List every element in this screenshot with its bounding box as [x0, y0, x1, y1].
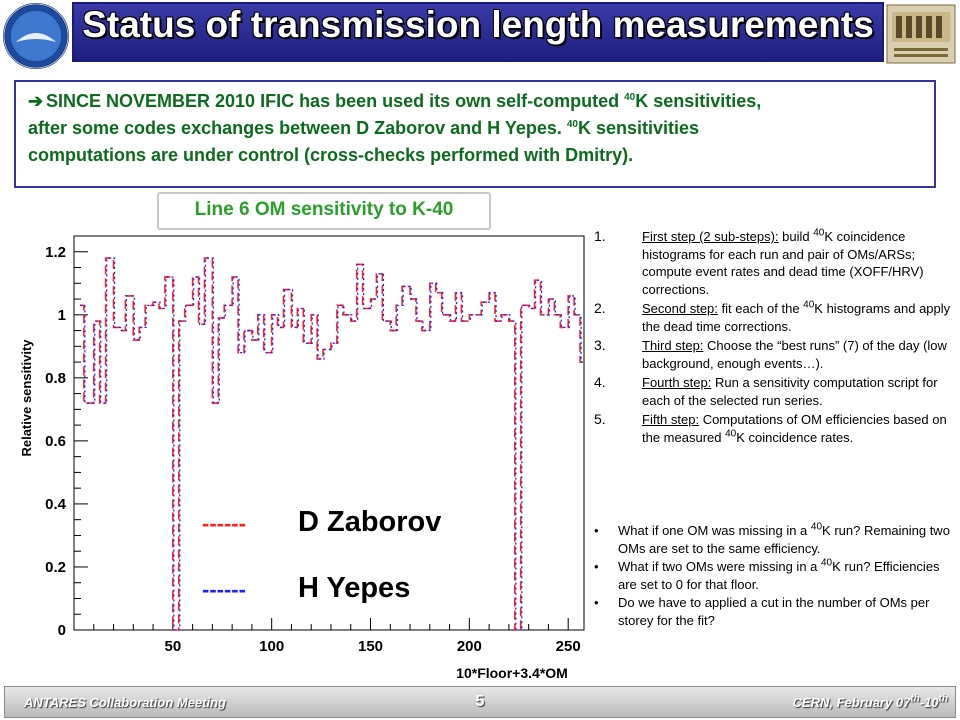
series-line-d-zaborov	[79, 257, 584, 631]
step-sup: 40	[813, 227, 825, 239]
step-item: 2. Second step: fit each of the 40K histo…	[594, 300, 956, 335]
x-axis-label: 10*Floor+3.4*OM	[456, 665, 568, 681]
legend-marker: ------	[202, 511, 246, 536]
intro-line2-b: K sensitivities	[577, 118, 700, 138]
step-item: 3. Third step: Choose the “best runs” (7)…	[594, 337, 956, 372]
footer-date-a: CERN, February 07	[792, 695, 911, 710]
step-number: 5.	[594, 411, 606, 427]
intro-box	[14, 80, 936, 188]
bullet-dot-icon: •	[594, 523, 599, 538]
step-item: 5. Fifth step: Computations of OM efficie…	[594, 411, 956, 446]
step-item: 1. First step (2 sub-steps): build 40K co…	[594, 228, 956, 298]
step-text: Fifth step: Computations of OM efficienc…	[642, 411, 956, 446]
y-tick-label: 0.8	[45, 370, 66, 387]
step-text: Third step: Choose the “best runs” (7) o…	[642, 337, 956, 372]
intro-line1-a: SINCE NOVEMBER 2010 IFIC has been used i…	[46, 91, 625, 111]
step-heading: Fourth step:	[642, 375, 712, 390]
legend-marker: ------	[202, 577, 246, 602]
question-b: K run? Remaining two OMs are set to the …	[618, 523, 950, 556]
step-heading: First step (2 sub-steps):	[642, 229, 779, 244]
antares-logo	[3, 3, 69, 69]
footer-bar	[4, 686, 956, 718]
arrow-bullet-icon: ➔	[28, 91, 44, 111]
step-number: 1.	[594, 228, 606, 244]
intro-line3: computations are under control (cross-ch…	[28, 145, 634, 165]
chart-title: Line 6 OM sensitivity to K-40	[194, 199, 454, 220]
footer-location-date: CERN, February 07th-10th	[700, 693, 948, 710]
intro-sup-40b: 40	[566, 119, 578, 130]
question-text: What if two OMs were missing in a 40K ru…	[618, 558, 956, 593]
question-text: Do we have to applied a cut in the numbe…	[618, 594, 956, 629]
question-a: What if two OMs were missing in a	[618, 559, 821, 574]
slide-title: Status of transmission length measuremen…	[82, 4, 874, 45]
y-tick-label: 1	[58, 307, 66, 324]
step-body-b: K histograms and apply the dead time cor…	[642, 301, 951, 334]
x-tick-label: 200	[457, 638, 482, 655]
footer-date-b: -10	[919, 695, 939, 710]
sensitivity-chart: 50 100 150 200 250 0 0.2 0.4 0.6 0.8 1 1.2 ------ D …	[19, 235, 585, 681]
legend-label: D Zaborov	[298, 506, 441, 538]
question-text: What if one OM was missing in a 40K run?…	[618, 522, 956, 557]
x-tick-label: 250	[556, 638, 581, 655]
step-body-a: Run a sensitivity computation script for…	[642, 375, 938, 408]
y-tick-label: 0.2	[45, 559, 66, 576]
question-a: Do we have to applied a cut in the numbe…	[618, 595, 930, 628]
step-number: 4.	[594, 374, 606, 390]
step-number: 2.	[594, 300, 606, 316]
step-text: First step (2 sub-steps): build 40K coin…	[642, 228, 956, 298]
step-text: Fourth step: Run a sensitivity computati…	[642, 374, 956, 409]
bullet-dot-icon: •	[594, 559, 599, 574]
x-tick-label: 100	[259, 638, 284, 655]
step-sup: 40	[803, 299, 815, 311]
y-tick-label: 0.6	[45, 433, 66, 450]
step-body-b: K coincidence rates.	[736, 429, 854, 445]
step-body-a: Choose the “best runs” (7) of the day (l…	[642, 338, 947, 371]
y-tick-label: 1.2	[45, 244, 66, 261]
x-tick-label: 150	[358, 638, 383, 655]
intro-sup-40: 40	[624, 92, 636, 103]
footer-date-sup2: th	[938, 693, 948, 705]
question-item: • Do we have to applied a cut in the numb…	[594, 594, 956, 629]
step-heading: Third step:	[642, 338, 704, 353]
step-body-a: fit each of the	[717, 301, 804, 316]
chart-title-box	[157, 192, 491, 230]
title-banner	[72, 2, 884, 62]
step-body-b: K coincidence histograms for each run an…	[642, 229, 924, 297]
footer-meeting: ANTARES Collaboration Meeting	[24, 695, 226, 710]
questions-list: • What if one OM was missing in a 40K run…	[594, 522, 956, 630]
bullet-dot-icon: •	[594, 595, 599, 610]
intro-line1-b: K sensitivities,	[635, 91, 762, 111]
ific-logo	[886, 4, 956, 64]
intro-text: ➔ SINCE NOVEMBER 2010 IFIC has been used …	[28, 88, 928, 169]
step-body-a: build	[778, 229, 814, 244]
legend-label: H Yepes	[298, 572, 410, 604]
footer-page-number: 5	[475, 693, 485, 710]
step-body-a: Computations of OM efficiencies based on…	[642, 412, 947, 445]
steps-list: 1. First step (2 sub-steps): build 40K co…	[594, 228, 956, 448]
intro-line2-a: after some codes exchanges between D Zab…	[28, 118, 567, 138]
question-item: • What if two OMs were missing in a 40K r…	[594, 558, 956, 593]
question-b: K run? Efficiencies are set to 0 for tha…	[618, 559, 940, 592]
step-heading: Fifth step:	[642, 412, 700, 427]
step-heading: Second step:	[642, 301, 718, 316]
y-tick-label: 0	[58, 622, 66, 639]
x-tick-label: 50	[164, 638, 181, 655]
plot-frame	[73, 235, 585, 631]
step-item: 4. Fourth step: Run a sensitivity computa…	[594, 374, 956, 409]
question-sup: 40	[821, 557, 833, 569]
question-a: What if one OM was missing in a	[618, 523, 811, 538]
step-number: 3.	[594, 337, 606, 353]
step-text: Second step: fit each of the 40K histogr…	[642, 300, 956, 335]
y-axis-label: Relative sensitivity	[19, 339, 34, 457]
question-sup: 40	[810, 521, 823, 533]
y-tick-label: 0.4	[45, 496, 67, 513]
question-item: • What if one OM was missing in a 40K run…	[594, 522, 956, 557]
series-line-h-yepes	[79, 257, 584, 631]
footer-date-sup1: th	[910, 693, 920, 705]
step-sup: 40	[725, 428, 737, 440]
